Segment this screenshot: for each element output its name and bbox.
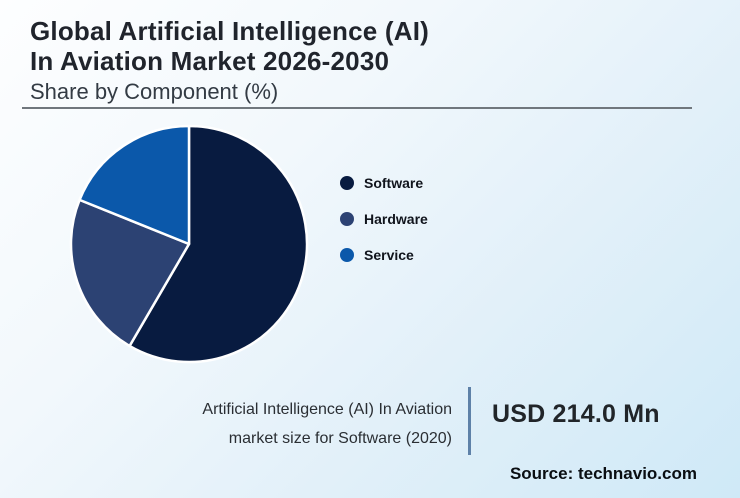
legend-label: Hardware (364, 211, 428, 227)
pie-chart (69, 124, 309, 364)
legend-dot-icon (340, 212, 354, 226)
legend: Software Hardware Service (340, 175, 428, 263)
pie-chart-container (59, 114, 319, 374)
page-title-line-1: Global Artificial Intelligence (AI) (30, 16, 429, 46)
stat-label-line-2: market size for Software (2020) (228, 430, 452, 447)
pie-slice-hardware (69, 198, 191, 348)
legend-item-hardware: Hardware (340, 211, 428, 227)
legend-label: Service (364, 247, 414, 263)
stat-divider (468, 387, 471, 455)
pie-slice-software (128, 124, 309, 364)
page-subtitle: Share by Component (%) (30, 79, 279, 104)
legend-dot-icon (340, 248, 354, 262)
page-title-line-2: In Aviation Market 2026-2030 (30, 46, 390, 76)
header-divider (22, 107, 692, 109)
pie-slice-service (78, 124, 191, 246)
legend-label: Software (364, 175, 424, 191)
legend-item-service: Service (340, 247, 428, 263)
stat-label-line-1: Artificial Intelligence (AI) In Aviation (202, 401, 452, 418)
legend-item-software: Software (340, 175, 428, 191)
stat-value: USD 214.0 Mn (492, 400, 660, 428)
legend-dot-icon (340, 176, 354, 190)
stat-label: Artificial Intelligence (AI) In Aviation… (140, 395, 452, 453)
header: Global Artificial Intelligence (AI) In A… (30, 16, 710, 105)
source-attribution: Source: technavio.com (509, 464, 697, 483)
